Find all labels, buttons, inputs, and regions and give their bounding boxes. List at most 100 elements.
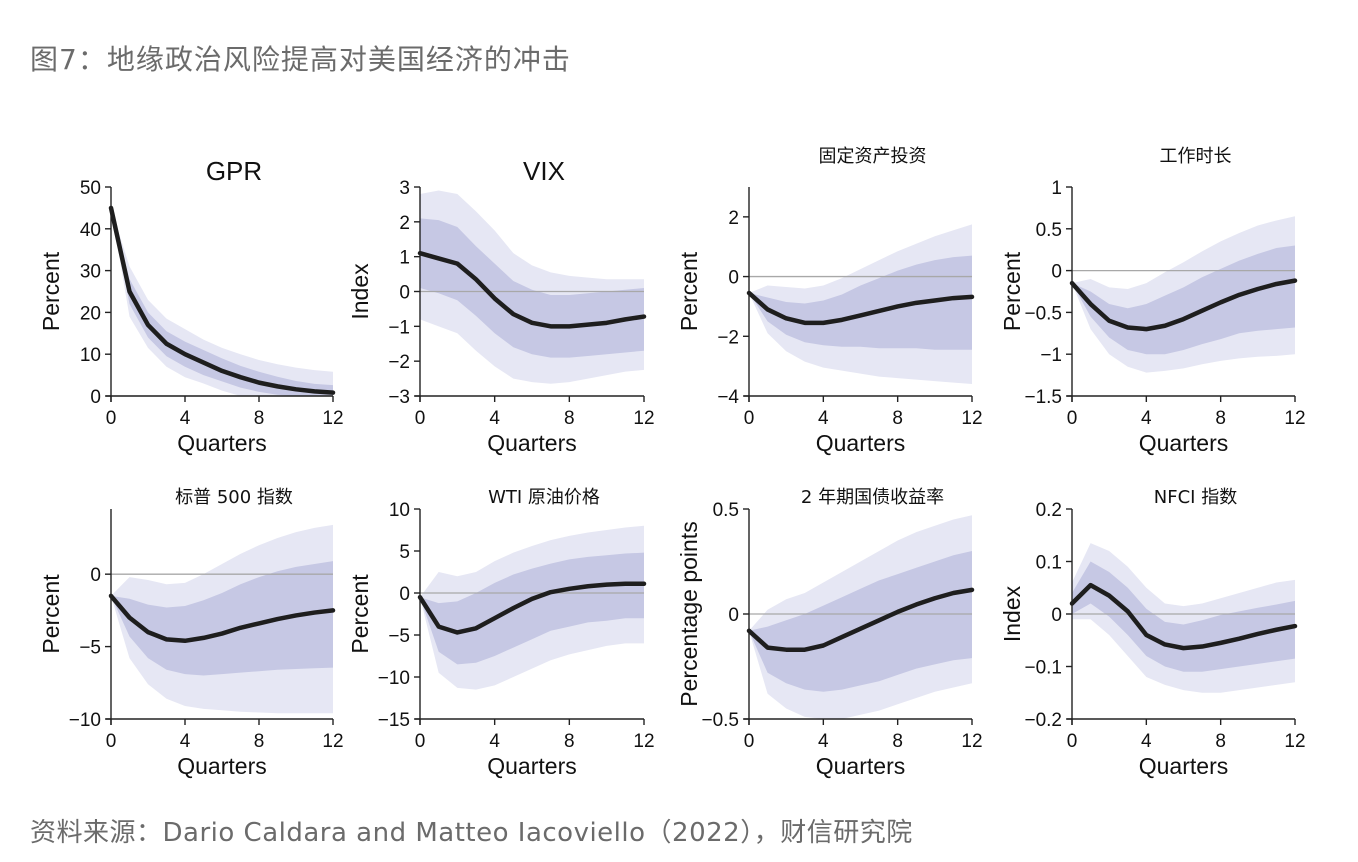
x-tick-label: 8 [564,731,575,752]
x-tick-label: 0 [415,731,426,752]
y-tick-label: −1.5 [1024,387,1062,408]
x-axis-label: Quarters [1139,753,1228,779]
x-tick-label: 4 [1141,408,1152,429]
x-tick-label: 4 [489,731,500,752]
y-axis-label: Index [999,585,1025,642]
impulse-response-line [417,250,647,329]
x-tick-label: 8 [892,731,903,752]
inner-confidence-band [111,207,333,396]
y-tick-label: 0 [90,387,101,408]
y-tick-label: 30 [80,262,101,283]
chart-panel-4: −1.5 −1 −0.5 0 0.5 1 0 4 8 12 Quarters Percent 工作时长 [999,146,1306,456]
y-tick-label: 0.5 [1036,220,1062,241]
y-tick-label: −2 [717,327,739,348]
chart-panel-1: 0 10 20 30 40 50 0 4 8 12 Quarters Percent GPR [38,156,344,456]
x-tick-label: 4 [818,408,829,429]
inner-confidence-band [1072,561,1295,672]
y-tick-label: −0.1 [1024,658,1062,679]
y-tick-label: 3 [399,178,410,199]
y-tick-label: −4 [717,387,739,408]
impulse-response-line [108,593,336,644]
y-tick-label: 0 [399,283,410,304]
chart-panel-6: −15 −10 −5 0 5 10 0 4 8 12 Quarters Percent WTI 原油价格 [347,487,655,779]
x-tick-label: 0 [106,408,117,429]
x-tick-label: 12 [961,408,982,429]
y-tick-label: 0 [728,605,739,626]
inner-confidence-band [749,255,972,350]
y-tick-label: 50 [80,178,101,199]
x-tick-label: 12 [322,408,343,429]
y-axis-label: Percentage points [676,521,702,706]
x-tick-label: 8 [254,731,265,752]
panel-title: NFCI 指数 [1154,487,1237,508]
x-tick-label: 12 [633,731,654,752]
y-axis-label: Index [347,263,373,320]
panel-title: 固定资产投资 [819,146,927,167]
y-tick-label: −1 [388,317,410,338]
y-tick-label: 10 [389,500,410,521]
x-tick-label: 8 [892,408,903,429]
x-axis-label: Quarters [816,753,905,779]
figure-title: 图7：地缘政治风险提高对美国经济的冲击 [30,43,571,76]
x-tick-label: 0 [1067,408,1078,429]
x-tick-label: 0 [1067,731,1078,752]
y-tick-label: −3 [388,387,410,408]
x-tick-label: 12 [1284,731,1305,752]
x-axis-label: Quarters [177,430,266,456]
panel-title: 2 年期国债收益率 [801,487,944,508]
y-tick-label: 20 [80,303,101,324]
y-tick-label: 40 [80,220,101,241]
y-tick-label: −5 [388,626,410,647]
y-tick-label: 1 [1051,178,1062,199]
inner-confidence-band [420,552,644,665]
y-tick-label: 0 [399,584,410,605]
x-tick-label: 0 [106,731,117,752]
y-tick-label: −10 [378,668,410,689]
y-tick-label: −5 [79,638,101,659]
x-axis-label: Quarters [1139,430,1228,456]
x-tick-label: 4 [180,731,191,752]
x-tick-label: 8 [254,408,265,429]
x-tick-label: 4 [489,408,500,429]
y-tick-label: 0 [728,268,739,289]
impulse-response-line [1069,582,1298,651]
y-tick-label: −15 [378,710,410,731]
impulse-response-line [417,581,647,635]
y-axis-label: Percent [347,574,373,654]
impulse-response-line [108,205,336,395]
x-tick-label: 0 [744,408,755,429]
panel-title: 标普 500 指数 [175,487,293,508]
source-note: 资料来源：Dario Caldara and Matteo Iacoviello… [30,818,913,848]
chart-panel-8: −0.2 −0.1 0 0.1 0.2 0 4 8 12 Quarters Index NFCI 指数 [999,487,1306,779]
chart-panel-5: −10 −5 0 0 4 8 12 Quarters Percent 标普 500 指数 [38,487,344,779]
impulse-response-line [746,587,975,652]
y-tick-label: 2 [728,208,739,229]
x-tick-label: 8 [1215,408,1226,429]
x-tick-label: 12 [1284,408,1305,429]
x-tick-label: 8 [564,408,575,429]
x-axis-label: Quarters [177,753,266,779]
x-tick-label: 12 [961,731,982,752]
impulse-response-line [1069,278,1298,332]
x-tick-label: 4 [1141,731,1152,752]
y-tick-label: 0 [1051,262,1062,283]
y-axis-label: Percent [38,574,64,654]
y-tick-label: −0.5 [701,710,739,731]
y-tick-label: 0.1 [1036,553,1062,574]
x-tick-label: 0 [415,408,426,429]
x-tick-label: 8 [1215,731,1226,752]
panel-title: WTI 原油价格 [488,487,600,508]
y-axis-label: Percent [676,251,702,331]
panel-title: VIX [523,156,565,186]
chart-panel-3: −4 −2 0 2 0 4 8 12 Quarters Percent 固定资产投资 [676,146,983,456]
inner-confidence-band [111,561,333,676]
x-tick-label: 12 [633,408,654,429]
x-tick-label: 4 [818,731,829,752]
impulse-response-line [746,290,975,326]
x-axis-label: Quarters [816,430,905,456]
y-axis-label: Percent [999,251,1025,331]
y-tick-label: 5 [399,542,410,563]
